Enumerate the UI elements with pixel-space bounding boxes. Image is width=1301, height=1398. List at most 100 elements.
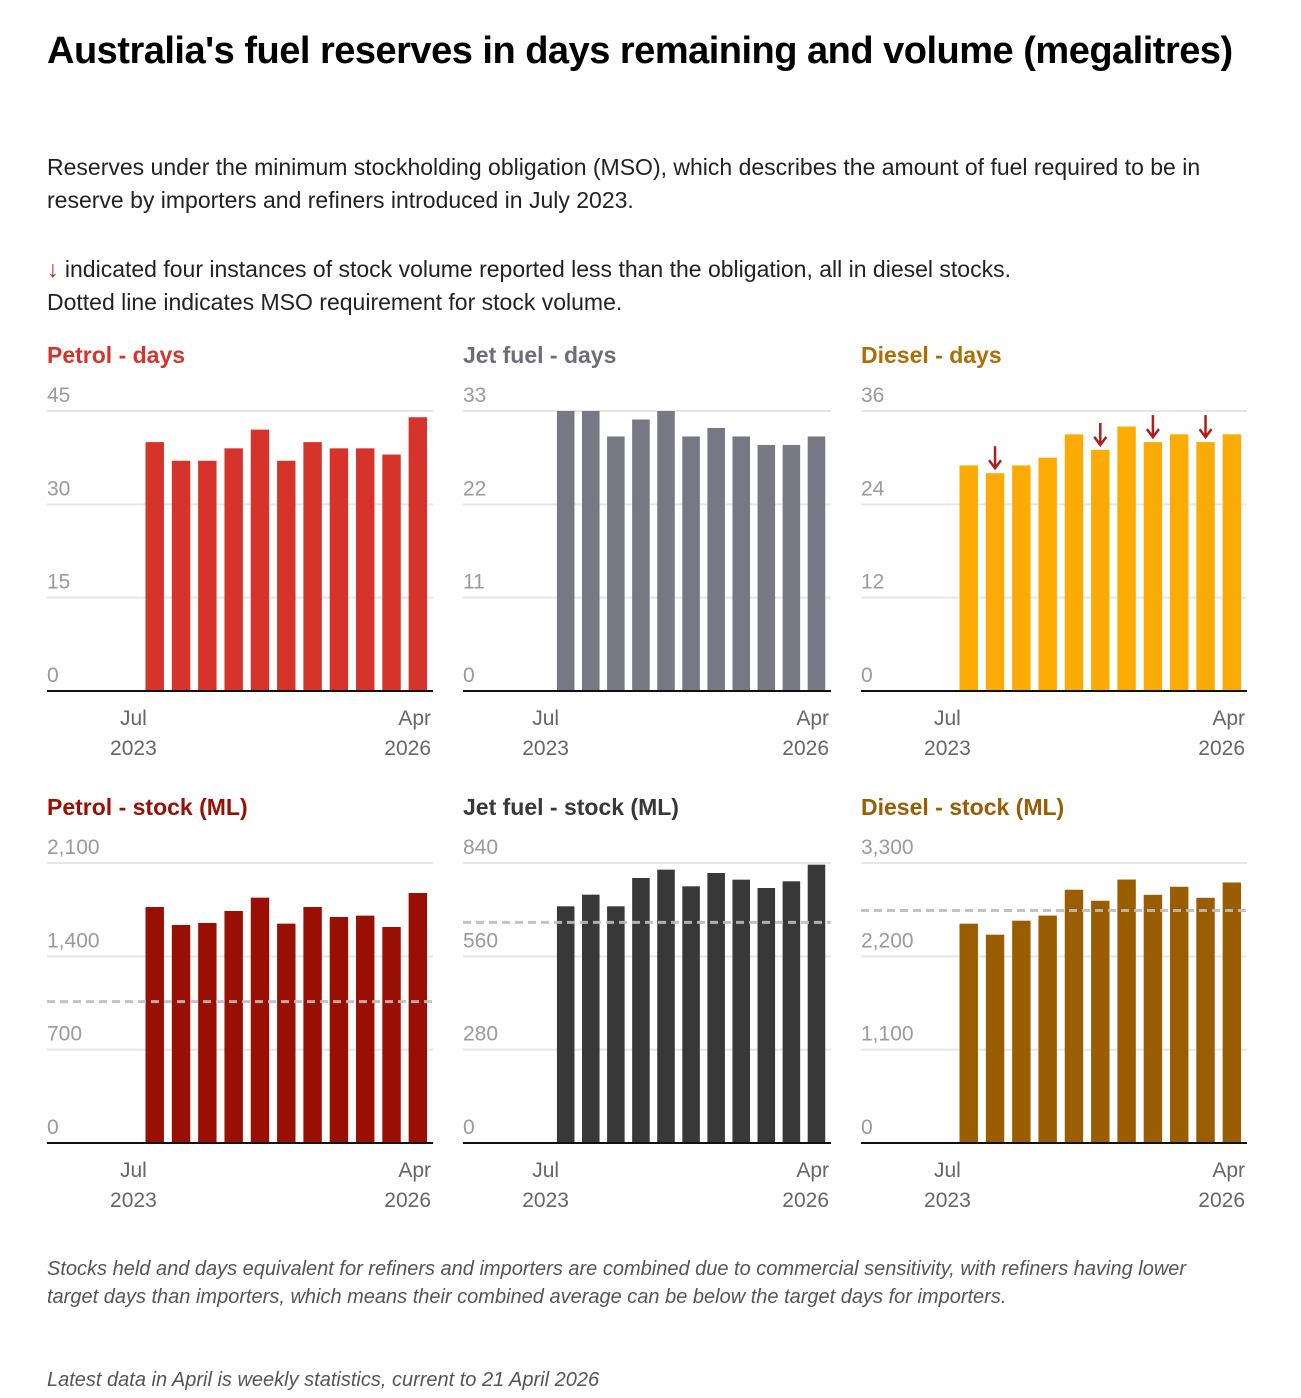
x-tick-label-year: 2026 bbox=[1198, 737, 1245, 760]
bar bbox=[408, 893, 428, 1143]
bar bbox=[657, 869, 675, 1143]
bar bbox=[757, 888, 776, 1143]
bar bbox=[632, 419, 650, 691]
y-tick-label: 2,100 bbox=[47, 836, 100, 859]
x-tick-label-year: 2026 bbox=[1198, 1189, 1245, 1212]
bar bbox=[1117, 879, 1136, 1143]
bar bbox=[303, 907, 322, 1143]
x-tick-label-year: 2023 bbox=[522, 737, 569, 760]
down-arrow-icon: ↓ bbox=[47, 256, 59, 282]
y-tick-label: 3,300 bbox=[861, 836, 914, 859]
y-tick-label: 0 bbox=[463, 664, 475, 687]
bar bbox=[1222, 434, 1242, 691]
y-tick-label: 0 bbox=[861, 664, 873, 687]
bar bbox=[250, 429, 270, 691]
panel-diesel-stock: Diesel - stock (ML) 0 1,100 2,200 3,300 Jul 2… bbox=[861, 792, 1251, 1222]
panel-jet-days: Jet fuel - days 0 11 22 33 Jul 2023 Apr 2026 bbox=[463, 340, 853, 770]
bar bbox=[985, 473, 1005, 691]
bar bbox=[1222, 882, 1242, 1143]
bar bbox=[382, 927, 401, 1143]
chart-petrol-stock: 0 700 1,400 2,100 Jul 2023 Apr 2026 bbox=[47, 836, 433, 1212]
panel-diesel-days: Diesel - days 0 12 24 36 Jul 2023 Apr 2026 bbox=[861, 340, 1251, 770]
bar bbox=[1196, 442, 1215, 691]
bar bbox=[782, 444, 801, 691]
x-tick-label-month: Apr bbox=[398, 707, 431, 730]
y-tick-label: 0 bbox=[861, 1116, 873, 1139]
panel-title: Petrol - stock (ML) bbox=[47, 794, 248, 820]
bar bbox=[1064, 434, 1084, 691]
footnote-methodology: Stocks held and days equivalent for refi… bbox=[47, 1258, 1187, 1308]
x-tick-label-year: 2023 bbox=[110, 737, 157, 760]
bar bbox=[757, 444, 776, 691]
bar bbox=[732, 879, 751, 1143]
x-tick-label-month: Apr bbox=[1212, 707, 1245, 730]
y-tick-label: 0 bbox=[47, 1116, 59, 1139]
y-tick-label: 1,400 bbox=[47, 929, 100, 952]
bar bbox=[657, 411, 675, 691]
bar bbox=[682, 436, 700, 691]
y-tick-label: 1,100 bbox=[861, 1023, 914, 1046]
y-tick-label: 840 bbox=[463, 836, 498, 859]
bar bbox=[329, 917, 349, 1143]
x-tick-label-month: Apr bbox=[796, 707, 829, 730]
bar bbox=[198, 460, 217, 691]
x-tick-label-year: 2026 bbox=[384, 1189, 431, 1212]
y-tick-label: 45 bbox=[47, 384, 70, 407]
dotted-line-note: Dotted line indicates MSO requirement fo… bbox=[47, 289, 623, 315]
arrow-note: indicated four instances of stock volume… bbox=[58, 256, 1011, 282]
bar bbox=[607, 906, 625, 1143]
x-tick-label-month: Jul bbox=[532, 1159, 559, 1182]
bar bbox=[356, 915, 375, 1143]
y-tick-label: 560 bbox=[463, 929, 498, 952]
bar bbox=[632, 878, 650, 1143]
x-tick-label-year: 2023 bbox=[522, 1189, 569, 1212]
panel-petrol-stock: Petrol - stock (ML) 0 700 1,400 2,100 Jul 202… bbox=[47, 792, 437, 1222]
bar bbox=[171, 460, 191, 691]
bar bbox=[707, 873, 725, 1143]
panel-title: Jet fuel - stock (ML) bbox=[463, 794, 679, 820]
x-tick-label-month: Jul bbox=[120, 707, 147, 730]
bar bbox=[145, 907, 164, 1143]
bar bbox=[198, 923, 217, 1143]
bar bbox=[556, 411, 575, 691]
bar bbox=[224, 448, 243, 691]
bar bbox=[1117, 426, 1136, 691]
footnote-latest-data: Latest data in April is weekly statistic… bbox=[47, 1369, 600, 1391]
below-mso-arrow-icon bbox=[1145, 415, 1160, 440]
bar bbox=[1012, 920, 1031, 1143]
x-tick-label-year: 2023 bbox=[110, 1189, 157, 1212]
bar bbox=[959, 465, 978, 691]
chart-diesel-stock: 0 1,100 2,200 3,300 Jul 2023 Apr 2026 bbox=[861, 836, 1247, 1212]
y-tick-label: 22 bbox=[463, 477, 486, 500]
y-tick-label: 700 bbox=[47, 1023, 82, 1046]
y-tick-label: 11 bbox=[463, 571, 485, 594]
x-tick-label-year: 2026 bbox=[384, 737, 431, 760]
y-tick-label: 15 bbox=[47, 571, 70, 594]
panel-title: Diesel - days bbox=[861, 342, 1002, 368]
bar bbox=[145, 442, 164, 691]
bar bbox=[1170, 434, 1189, 691]
y-tick-label: 30 bbox=[47, 477, 70, 500]
panel-title: Diesel - stock (ML) bbox=[861, 794, 1065, 820]
bar bbox=[250, 897, 270, 1143]
x-tick-label-year: 2023 bbox=[924, 737, 971, 760]
chart-jet-days: 0 11 22 33 Jul 2023 Apr 2026 bbox=[463, 384, 831, 760]
bar bbox=[782, 881, 801, 1143]
chart-diesel-days: 0 12 24 36 Jul 2023 Apr 2026 bbox=[861, 384, 1247, 760]
y-tick-label: 33 bbox=[463, 384, 486, 407]
x-tick-label-year: 2026 bbox=[782, 737, 829, 760]
bar bbox=[1170, 886, 1189, 1143]
bar bbox=[277, 923, 296, 1143]
bar bbox=[707, 427, 725, 691]
bar bbox=[581, 894, 600, 1143]
chart-petrol-days: 0 15 30 45 Jul 2023 Apr 2026 bbox=[47, 384, 433, 760]
bar bbox=[1196, 897, 1215, 1143]
bar bbox=[1143, 442, 1163, 691]
bar bbox=[329, 448, 349, 691]
bar bbox=[277, 460, 296, 691]
y-tick-label: 2,200 bbox=[861, 929, 914, 952]
x-tick-label-month: Jul bbox=[934, 1159, 961, 1182]
below-mso-arrow-icon bbox=[1198, 415, 1213, 440]
chart-title: Australia's fuel reserves in days remain… bbox=[47, 30, 1233, 72]
below-mso-arrow-icon bbox=[988, 446, 1003, 471]
